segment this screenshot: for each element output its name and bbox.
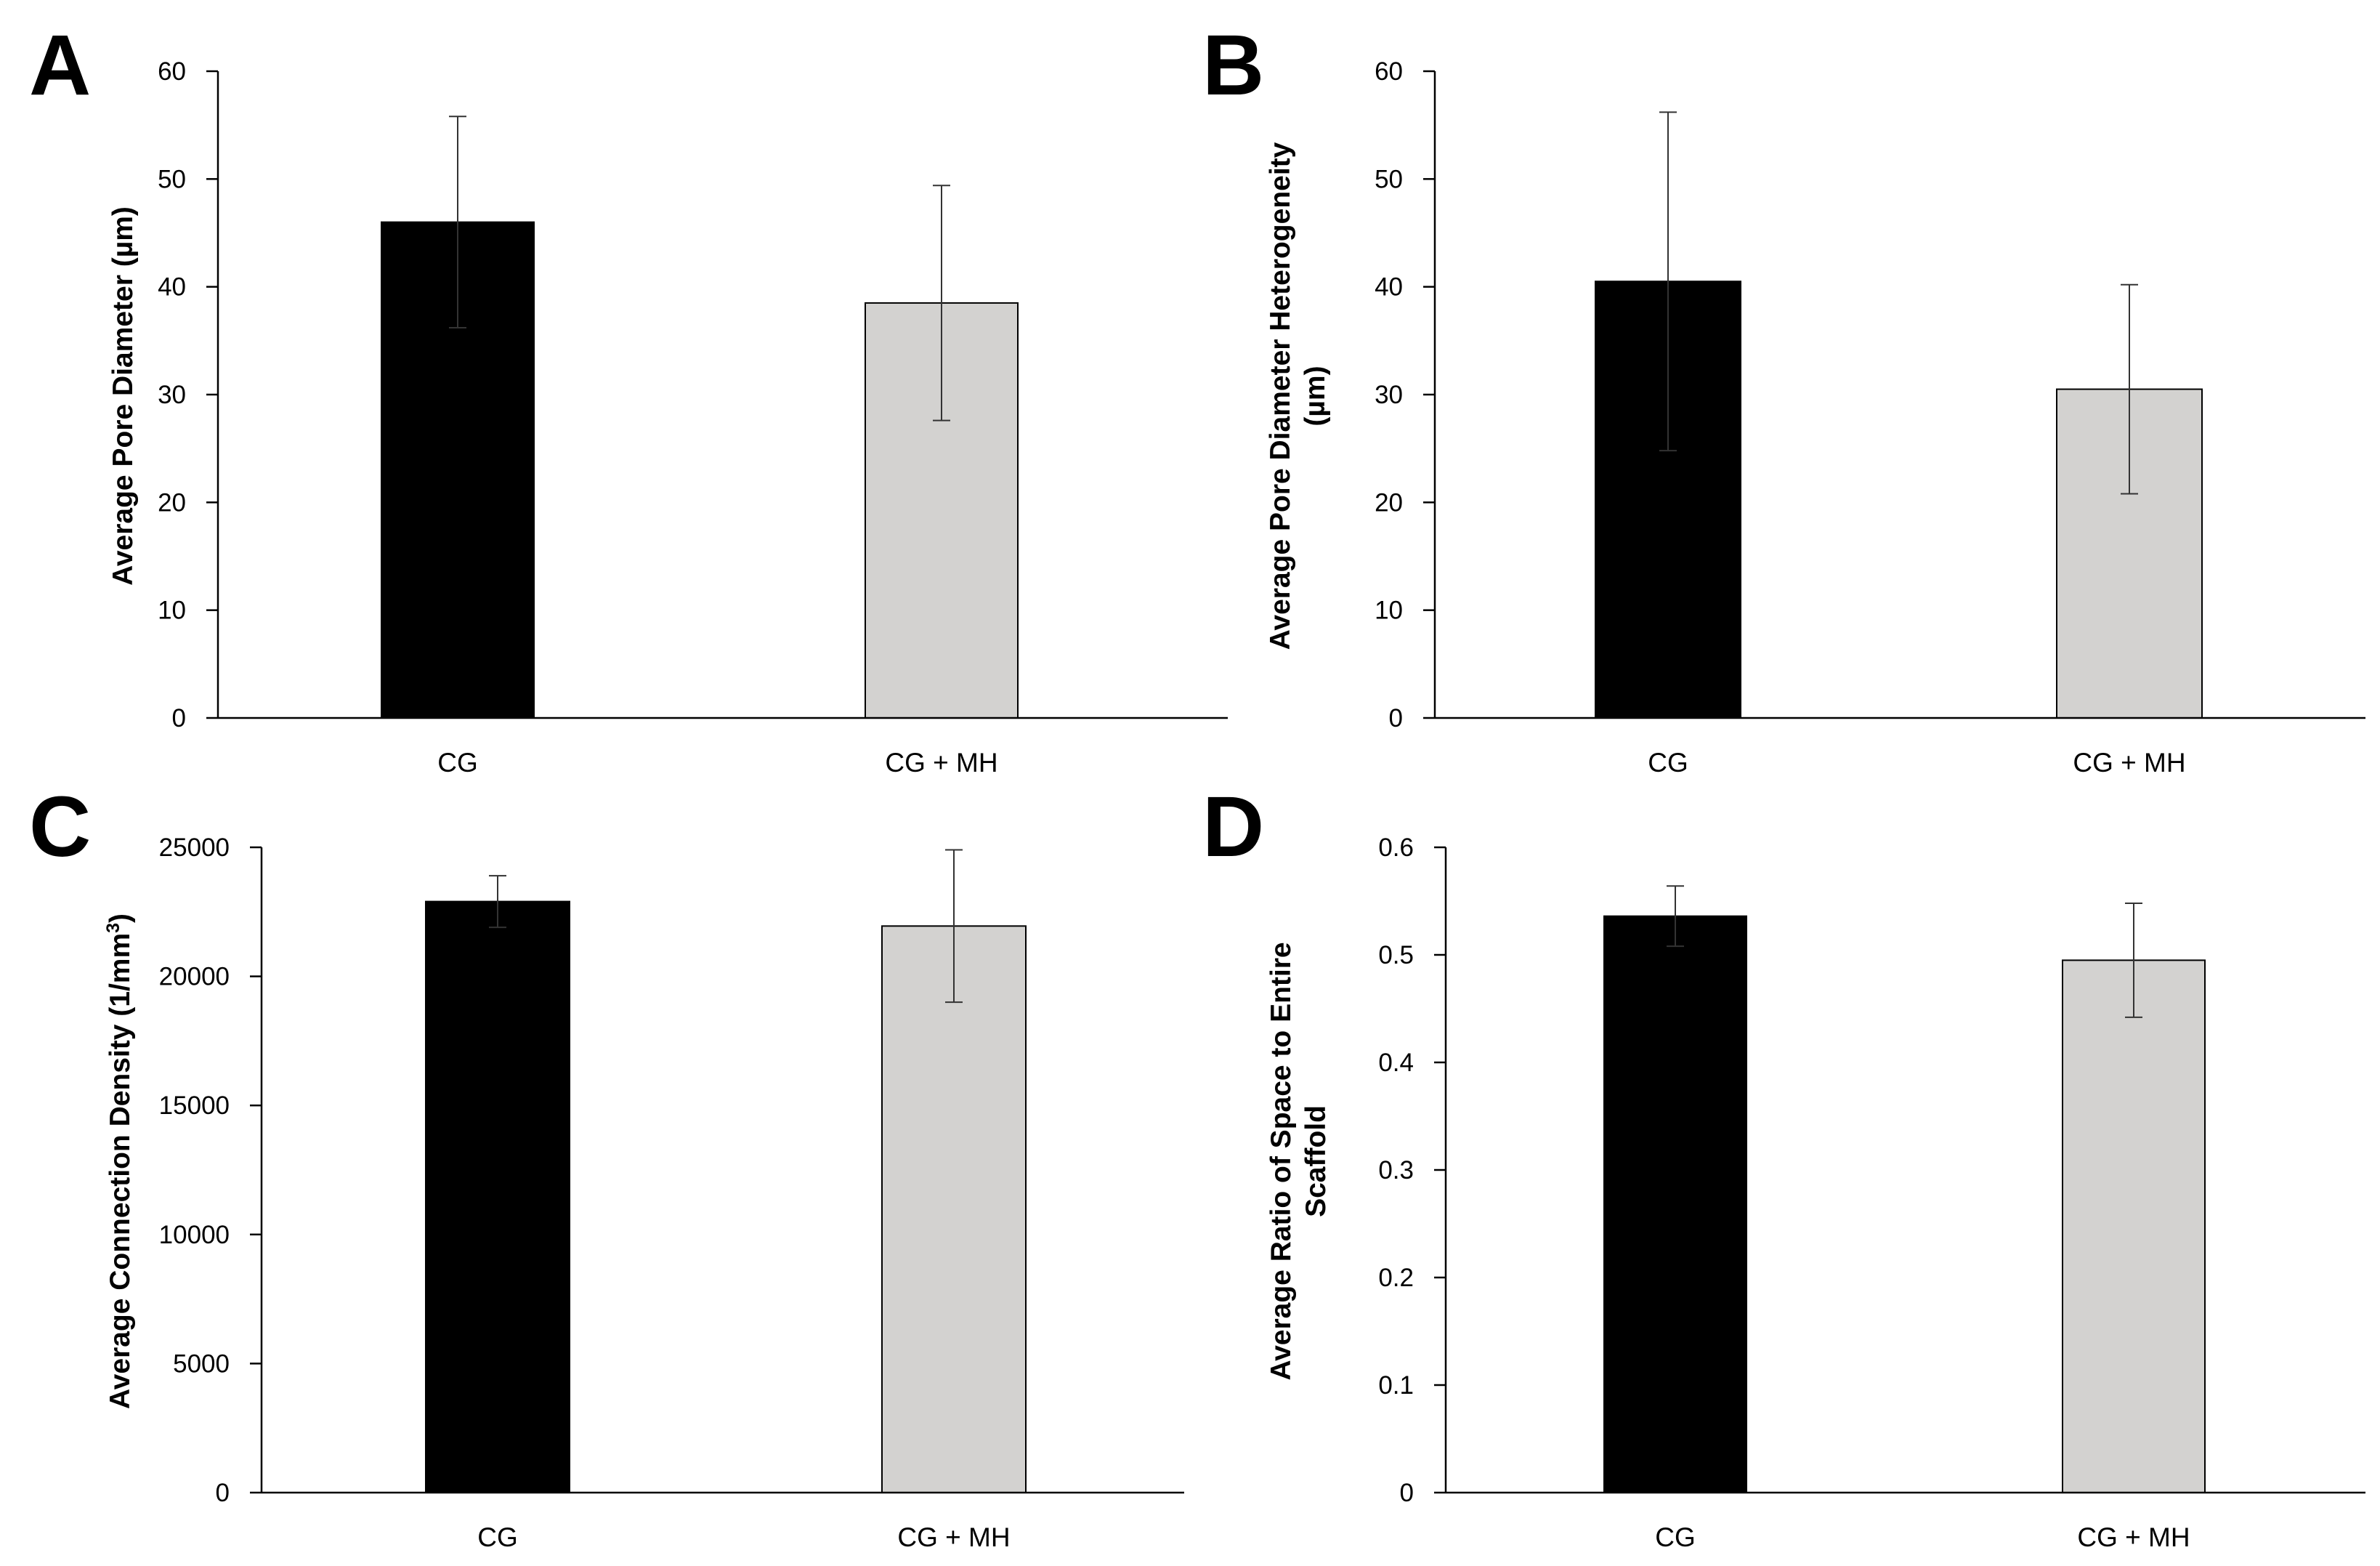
panel-d-category-label-cg: CG xyxy=(1655,1522,1696,1552)
panel-a-y-tick-label: 40 xyxy=(158,273,186,302)
panel-d-y-tick-label: 0.3 xyxy=(1378,1156,1414,1184)
panel-a-y-tick-label: 30 xyxy=(158,381,186,409)
panel-a-error-bar-cg-mh xyxy=(933,185,950,421)
panel-d-y-tick-label: 0.2 xyxy=(1378,1264,1414,1292)
panel-d-y-axis-title-line-1: Average Ratio of Space to Entire xyxy=(1266,942,1297,1380)
panel-b-y-tick-label: 10 xyxy=(1375,597,1403,625)
panel-d-category-label-cg-mh: CG + MH xyxy=(2077,1522,2190,1552)
panel-c-bar-cg-mh xyxy=(881,925,1027,1494)
panel-c-y-axis-title-close: ) xyxy=(105,913,136,923)
panel-c-letter: C xyxy=(29,779,91,875)
panel-a-y-tick-label: 50 xyxy=(158,165,186,193)
panel-a-chart: A Average Pore Diameter (µm) 0 10 20 30 40 50… xyxy=(29,17,1228,778)
panel-b-y-tick-label: 50 xyxy=(1375,165,1403,193)
panel-b-letter: B xyxy=(1202,17,1264,113)
panel-d-chart: D Average Ratio of Space to Entire Scaff… xyxy=(1202,779,2365,1552)
panel-b-y-tick-label: 30 xyxy=(1375,381,1403,409)
panel-c-y-tick-label: 10000 xyxy=(159,1221,230,1249)
panel-a-category-label-cg: CG xyxy=(437,748,478,778)
panel-c-chart: C Average Connection Density (1/mm3) 0 50… xyxy=(29,779,1184,1552)
panel-d-error-bar-cg-mh xyxy=(2125,902,2142,1018)
panel-b-error-bar-cg-mh xyxy=(2121,283,2138,495)
panel-d-error-bar-cg xyxy=(1667,885,1684,948)
panel-c-y-tick-label: 0 xyxy=(216,1479,230,1507)
panel-a-y-tick-label: 20 xyxy=(158,488,186,517)
panel-d-bar-cg xyxy=(1603,915,1747,1493)
panel-d-y-axis-title: Average Ratio of Space to Entire Scaffol… xyxy=(1266,942,1332,1380)
panel-c-error-bar-cg xyxy=(489,875,506,929)
panel-d-y-tick-label: 0.5 xyxy=(1378,941,1414,969)
panel-d-y-tick-label: 0.1 xyxy=(1378,1371,1414,1400)
panel-b-y-tick-label: 20 xyxy=(1375,488,1403,517)
panel-c-y-axis-title: Average Connection Density (1/mm3) xyxy=(103,913,136,1409)
panel-c-y-tick-label: 25000 xyxy=(159,834,230,862)
panel-c-category-label-cg-mh: CG + MH xyxy=(897,1522,1010,1552)
panel-b-y-axis-title-line-2: (µm) xyxy=(1300,366,1331,426)
panel-b-category-label-cg-mh: CG + MH xyxy=(2073,748,2185,778)
panel-b-error-bar-cg xyxy=(1659,111,1677,452)
panel-c-bar-cg xyxy=(425,900,570,1494)
panel-a-y-tick-label: 60 xyxy=(158,57,186,86)
panel-b-y-tick-label: 60 xyxy=(1375,57,1403,86)
panel-a-letter: A xyxy=(29,17,91,113)
panel-c-error-bar-cg-mh xyxy=(945,849,963,1004)
panel-d-letter: D xyxy=(1202,779,1264,875)
panel-d-bar-cg-mh xyxy=(2062,959,2206,1493)
panel-c-y-tick-label: 20000 xyxy=(159,963,230,991)
panel-b-chart: B Average Pore Diameter Heterogeneity (µ… xyxy=(1202,17,2365,778)
panel-c-y-axis-title-superscript: 3 xyxy=(103,923,124,933)
panel-a-error-bar-cg xyxy=(449,116,466,329)
panel-d-y-tick-label: 0 xyxy=(1400,1479,1414,1507)
panel-a-y-axis-title: Average Pore Diameter (µm) xyxy=(108,206,139,586)
panel-a-category-label-cg-mh: CG + MH xyxy=(885,748,997,778)
panel-a-y-tick-label: 10 xyxy=(158,597,186,625)
panel-d-y-tick-label: 0.6 xyxy=(1378,834,1414,862)
panel-b-y-axis-title: Average Pore Diameter Heterogeneity (µm) xyxy=(1265,142,1331,650)
panel-b-y-tick-label: 0 xyxy=(1389,704,1403,732)
panel-c-y-axis-title-main: Average Connection Density (1/mm xyxy=(105,933,136,1409)
panel-a-y-tick-label: 0 xyxy=(172,704,186,732)
panel-b-category-label-cg: CG xyxy=(1648,748,1688,778)
panel-c-category-label-cg: CG xyxy=(477,1522,518,1552)
panel-d-y-tick-label: 0.4 xyxy=(1378,1049,1414,1077)
panel-c-y-tick-label: 5000 xyxy=(173,1349,230,1378)
panel-b-y-axis-title-line-1: Average Pore Diameter Heterogeneity xyxy=(1265,142,1296,650)
panel-b-y-tick-label: 40 xyxy=(1375,273,1403,302)
panel-d-y-axis-title-line-2: Scaffold xyxy=(1300,1105,1332,1217)
panel-c-y-tick-label: 15000 xyxy=(159,1091,230,1120)
